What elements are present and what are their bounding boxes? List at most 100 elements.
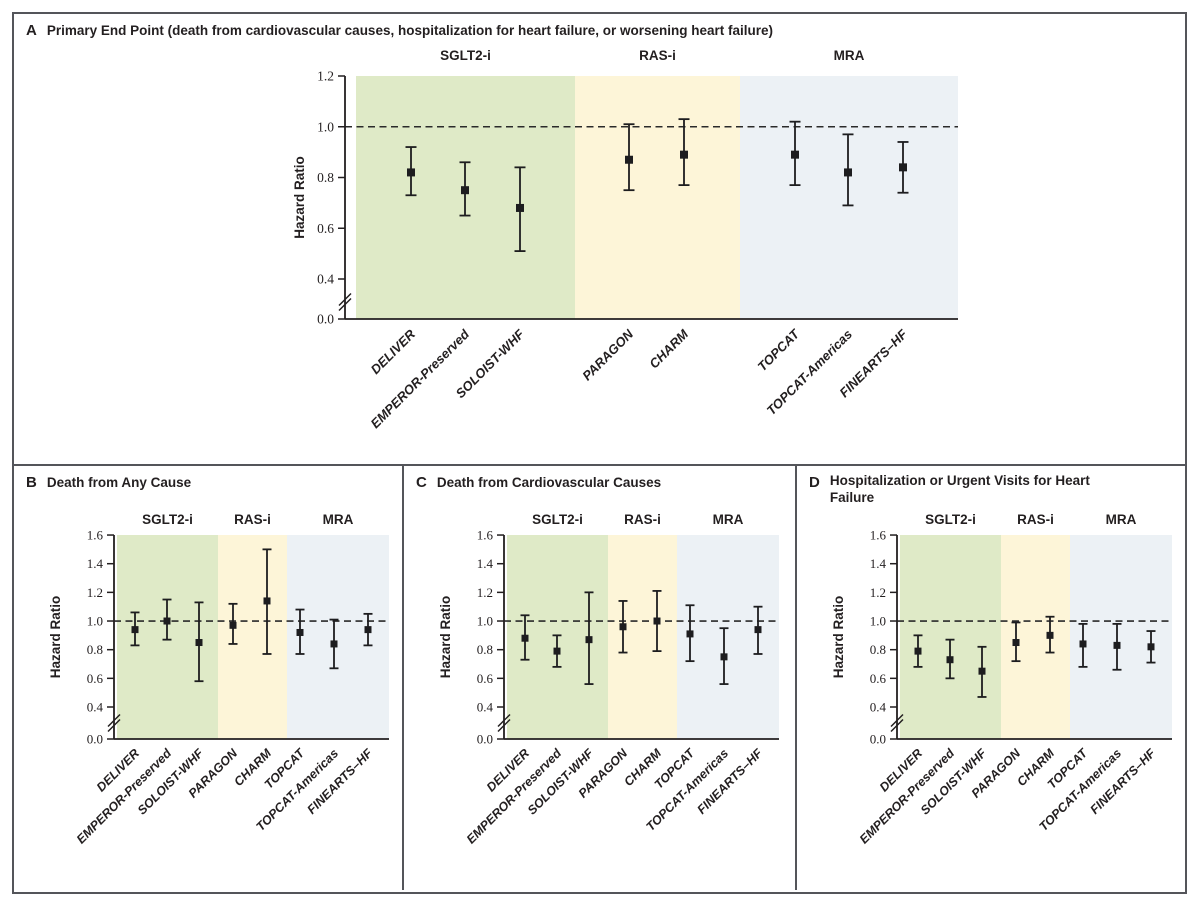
y-tick-label: 0.4 — [477, 700, 494, 715]
y-tick-label: 1.6 — [477, 528, 494, 543]
panel-c-death-cv-causes: C Death from Cardiovascular Causes 0.0 0.4… — [404, 466, 797, 890]
hr-marker-soloist-whf — [195, 639, 203, 647]
y-tick-label: 1.2 — [477, 585, 493, 600]
y-tick-label: 1.0 — [317, 119, 334, 134]
band-ras-i — [608, 535, 677, 739]
y-tick-label: 0.8 — [870, 642, 886, 657]
hr-marker-emperor-preserved — [553, 647, 561, 655]
y-tick-label: 1.0 — [477, 614, 493, 629]
band-mra — [1070, 535, 1172, 739]
y-tick-label: 0.8 — [477, 642, 493, 657]
hr-marker-deliver — [914, 647, 922, 655]
group-label-ras-i: RAS-i — [1017, 512, 1054, 527]
y-tick-label: 0.0 — [477, 732, 493, 747]
panel-b-title: B Death from Any Cause — [26, 473, 191, 493]
group-label-mra: MRA — [1106, 512, 1137, 527]
panel-b-plot: 0.0 0.4 0.6 0.8 1.0 1.2 1.4 1.6 SGLT2-i RAS-i MRA H… — [48, 512, 389, 847]
y-tick-label: 1.0 — [870, 614, 886, 629]
hr-marker-paragon — [1012, 639, 1020, 647]
hr-marker-topcat — [791, 150, 799, 159]
panel-d-plot: 0.0 0.4 0.6 0.8 1.0 1.2 1.4 1.6 SGLT2-i RAS-i MRA H… — [831, 512, 1172, 847]
hr-marker-charm — [263, 597, 271, 605]
axis-break-mark — [890, 713, 904, 728]
hr-marker-soloist-whf — [516, 203, 524, 212]
group-label-ras-i: RAS-i — [234, 512, 271, 527]
panel-d-title: D Hospitalization or Urgent Visits for He… — [809, 473, 1130, 507]
axis-break-mark — [107, 718, 121, 733]
panel-b-title-text: Death from Any Cause — [46, 475, 192, 490]
hr-marker-emperor-preserved — [461, 186, 469, 195]
forest-plot-figure: A Primary End Point (death from cardiovas… — [12, 12, 1187, 894]
y-tick-label: 0.6 — [477, 671, 494, 686]
panel-c-title: C Death from Cardiovascular Causes — [416, 473, 661, 493]
group-label-sglt2-i: SGLT2-i — [532, 512, 583, 527]
axis-break-mark — [338, 297, 352, 312]
hr-marker-topcat-americas — [330, 640, 338, 648]
y-tick-label: 1.2 — [870, 585, 886, 600]
hr-marker-paragon — [229, 621, 237, 629]
axis-break-mark — [497, 713, 511, 728]
group-label-sglt2-i: SGLT2-i — [142, 512, 193, 527]
y-axis-title: Hazard Ratio — [292, 156, 307, 239]
y-axis-title: Hazard Ratio — [438, 596, 453, 679]
trial-label-paragon: PARAGON — [579, 326, 636, 383]
hr-marker-paragon — [619, 623, 627, 631]
y-tick-label: 0.0 — [870, 732, 886, 747]
axis-break-mark — [107, 713, 121, 728]
y-tick-label: 1.4 — [87, 556, 104, 571]
panel-c-letter: C — [416, 474, 427, 491]
panel-c-plot: 0.0 0.4 0.6 0.8 1.0 1.2 1.4 1.6 SGLT2-i RAS-i MRA H… — [438, 512, 779, 847]
panel-b-letter: B — [26, 474, 37, 491]
hr-marker-soloist-whf — [585, 636, 593, 644]
panel-c-title-text: Death from Cardiovascular Causes — [436, 475, 662, 490]
y-tick-label: 1.2 — [87, 585, 103, 600]
trial-label-deliver: DELIVER — [368, 326, 419, 377]
panel-a-primary-end-point: A Primary End Point (death from cardiovas… — [14, 14, 1185, 466]
panel-d-title-text: Hospitalization or Urgent Visits for Hea… — [829, 473, 1090, 505]
panel-d-letter: D — [809, 474, 820, 491]
group-label-sglt2-i: SGLT2-i — [440, 48, 491, 63]
band-mra — [287, 535, 389, 739]
hr-marker-charm — [653, 617, 661, 625]
y-tick-label: 1.4 — [870, 556, 887, 571]
hr-marker-topcat — [686, 630, 694, 638]
axis-break-mark — [497, 718, 511, 733]
hr-marker-charm — [1046, 631, 1054, 639]
y-tick-label: 1.4 — [477, 556, 494, 571]
trial-label-topcat: TOPCAT — [755, 326, 803, 374]
panel-a-plot: 0.0 0.4 0.6 0.8 1.0 1.2 SGLT2-i RAS-i MRA Hazard … — [292, 48, 958, 431]
band-ras-i — [218, 535, 287, 739]
y-tick-label: 0.6 — [870, 671, 887, 686]
hr-marker-topcat-americas — [720, 653, 728, 661]
y-tick-label: 1.0 — [87, 614, 103, 629]
y-tick-label: 0.4 — [870, 700, 887, 715]
panel-d-hf-hospitalization: D Hospitalization or Urgent Visits for He… — [797, 466, 1185, 890]
y-axis-title: Hazard Ratio — [48, 596, 63, 679]
y-tick-label: 0.0 — [317, 312, 334, 327]
y-tick-label: 0.6 — [317, 221, 334, 236]
axis-break-mark — [890, 718, 904, 733]
y-tick-label: 0.6 — [87, 671, 104, 686]
hr-marker-topcat-americas — [844, 168, 852, 177]
hr-marker-paragon — [625, 155, 633, 164]
hr-marker-finearts-hf — [1147, 643, 1155, 651]
hr-marker-topcat — [1079, 640, 1087, 648]
band-mra — [677, 535, 779, 739]
hr-marker-deliver — [521, 634, 529, 642]
hr-marker-topcat-americas — [1113, 641, 1121, 649]
hr-marker-soloist-whf — [978, 667, 986, 675]
y-tick-label: 1.6 — [870, 528, 887, 543]
panel-a-title: A Primary End Point (death from cardiovas… — [26, 21, 773, 41]
group-label-mra: MRA — [834, 48, 865, 63]
trial-label-emperor-preserved: EMPEROR-Preserved — [368, 326, 473, 431]
y-tick-label: 1.6 — [87, 528, 104, 543]
hr-marker-deliver — [131, 626, 139, 634]
axis-break-mark — [338, 292, 352, 307]
group-label-mra: MRA — [713, 512, 744, 527]
trial-label-charm: CHARM — [646, 326, 692, 372]
band-ras-i — [575, 76, 740, 319]
group-label-mra: MRA — [323, 512, 354, 527]
panel-b-death-any-cause: B Death from Any Cause 0.0 0.4 0.6 0.8 1.0 1.2… — [14, 466, 404, 890]
y-tick-label: 1.2 — [317, 69, 334, 84]
